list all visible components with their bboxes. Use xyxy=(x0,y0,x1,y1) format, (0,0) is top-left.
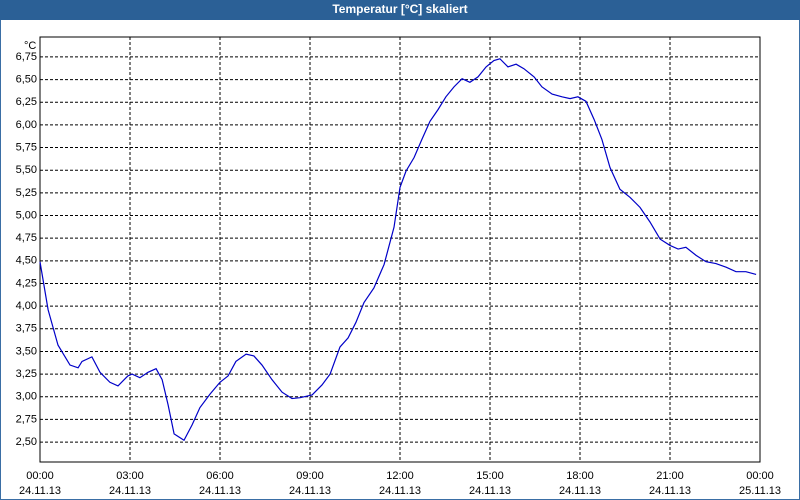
y-tick-label: 4,50 xyxy=(16,255,37,267)
line xyxy=(39,58,757,442)
x-tick-date: 24.11.13 xyxy=(199,485,241,497)
x-tick-date: 24.11.13 xyxy=(289,485,331,497)
x-tick-label: 09:00 xyxy=(296,470,324,482)
x-tick-label: 03:00 xyxy=(116,470,144,482)
y-tick-label: 6,00 xyxy=(16,119,37,131)
x-tick-date: 24.11.13 xyxy=(559,485,601,497)
y-tick-label: 4,00 xyxy=(16,300,37,312)
y-tick-label: 4,75 xyxy=(16,232,37,244)
y-tick-label: 3,50 xyxy=(16,345,37,357)
x-tick-label: 18:00 xyxy=(566,470,594,482)
x-tick-date: 24.11.13 xyxy=(379,485,421,497)
y-tick-label: 3,00 xyxy=(16,391,37,403)
x-tick-label: 15:00 xyxy=(476,470,504,482)
y-tick-label: 5,25 xyxy=(16,187,37,199)
x-tick-date: 25.11.13 xyxy=(739,485,781,497)
y-tick-label: 5,00 xyxy=(16,209,37,221)
y-tick-label: 3,75 xyxy=(16,323,37,335)
y-tick-label: 2,75 xyxy=(16,413,37,425)
y-tick-label: 5,50 xyxy=(16,164,37,176)
y-tick-label: 4,25 xyxy=(16,277,37,289)
y-tick-label: 3,25 xyxy=(16,368,37,380)
y-tick-label: 6,50 xyxy=(16,73,37,85)
plot-border xyxy=(39,36,761,463)
y-tick-label: 6,25 xyxy=(16,96,37,108)
y-tick-label: 5,75 xyxy=(16,141,37,153)
title-bar xyxy=(0,0,800,20)
x-tick-date: 24.11.13 xyxy=(469,485,511,497)
y-tick-label: 2,50 xyxy=(16,436,37,448)
x-tick-label: 12:00 xyxy=(386,470,414,482)
x-tick-date: 24.11.13 xyxy=(649,485,691,497)
x-tick-label: 00:00 xyxy=(746,470,774,482)
x-tick-date: 24.11.13 xyxy=(19,485,61,497)
x-tick-label: 06:00 xyxy=(206,470,234,482)
y-unit: °C xyxy=(24,40,36,52)
x-tick-label: 21:00 xyxy=(656,470,684,482)
x-tick-label: 00:00 xyxy=(26,470,54,482)
chart-title: Temperatur [°C] skaliert xyxy=(332,2,467,16)
x-tick-date: 24.11.13 xyxy=(109,485,151,497)
y-tick-label: 6,75 xyxy=(16,51,37,63)
